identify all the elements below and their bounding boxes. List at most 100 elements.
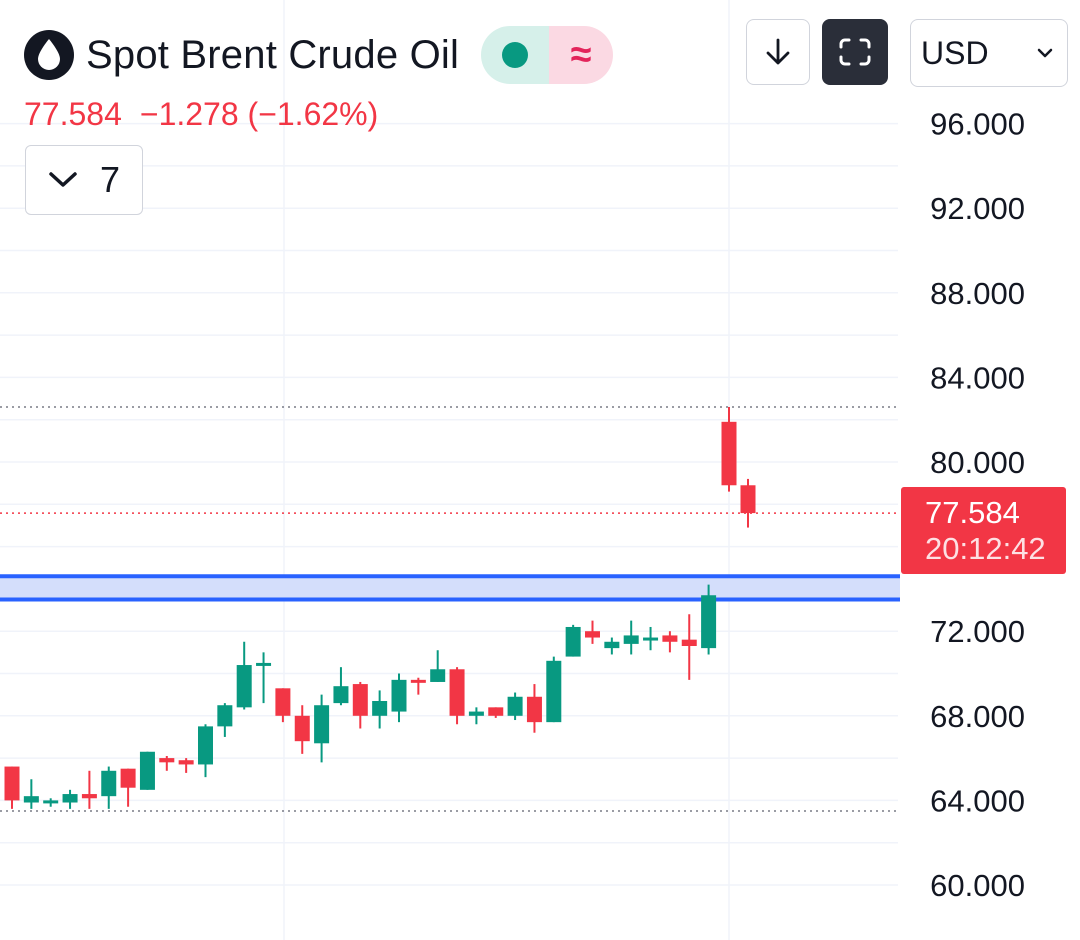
approximate-icon: ≈ bbox=[570, 33, 592, 76]
candle-body bbox=[391, 679, 407, 712]
candle-body bbox=[565, 626, 581, 657]
candles bbox=[4, 407, 756, 809]
candle bbox=[372, 690, 388, 729]
last-price-tag: 77.584 20:12:42 bbox=[901, 487, 1066, 574]
last-price-tag-value: 77.584 bbox=[925, 494, 1020, 530]
y-tick-label: 88.000 bbox=[930, 276, 1025, 311]
price-zone[interactable] bbox=[0, 574, 900, 602]
candle bbox=[275, 688, 291, 723]
candle-body bbox=[178, 760, 194, 765]
candle-body bbox=[468, 711, 484, 716]
candle-body bbox=[701, 595, 717, 649]
candle-body bbox=[604, 641, 620, 649]
y-tick-label: 68.000 bbox=[930, 699, 1025, 734]
y-tick-label: 64.000 bbox=[930, 783, 1025, 818]
candle bbox=[721, 407, 737, 492]
candle-body bbox=[643, 637, 659, 641]
candle bbox=[333, 667, 349, 706]
candle-body bbox=[352, 684, 368, 716]
price-summary: 77.584 −1.278 (−1.62%) bbox=[24, 96, 378, 133]
candle bbox=[623, 620, 639, 655]
candle-body bbox=[449, 669, 465, 716]
chevron-down-icon bbox=[49, 172, 77, 187]
symbol-title[interactable]: Spot Brent Crude Oil bbox=[86, 32, 460, 77]
candle-body bbox=[314, 705, 330, 744]
candle-body bbox=[333, 686, 349, 704]
candle-body bbox=[23, 796, 39, 803]
candle-body bbox=[546, 660, 562, 723]
candle bbox=[643, 626, 659, 651]
candle bbox=[294, 705, 310, 754]
candle-body bbox=[256, 662, 272, 666]
oil-drop-icon bbox=[24, 30, 74, 80]
candle bbox=[81, 770, 97, 809]
y-tick-label: 80.000 bbox=[930, 445, 1025, 480]
candle bbox=[740, 478, 756, 528]
candle-body bbox=[740, 485, 756, 514]
candle bbox=[198, 724, 213, 778]
candle-body bbox=[585, 631, 600, 638]
arrow-down-icon bbox=[766, 38, 790, 65]
last-price: 77.584 bbox=[24, 96, 122, 132]
candle-body bbox=[410, 679, 426, 683]
candle-body bbox=[488, 707, 504, 716]
candle-body bbox=[275, 688, 291, 716]
candle-body bbox=[101, 770, 117, 797]
candle-body bbox=[294, 715, 310, 742]
y-tick-label: 72.000 bbox=[930, 614, 1025, 649]
dotted-levels bbox=[0, 406, 898, 812]
candle bbox=[507, 692, 523, 721]
candle-body bbox=[372, 700, 388, 716]
interval-toggle[interactable]: 7 bbox=[25, 145, 143, 215]
candle-body bbox=[623, 635, 639, 644]
candle bbox=[662, 631, 678, 653]
candle-body bbox=[81, 794, 97, 799]
candle-body bbox=[430, 669, 446, 682]
candle bbox=[526, 684, 542, 733]
y-tick-label: 84.000 bbox=[930, 360, 1025, 395]
market-status-pill[interactable]: ≈ bbox=[481, 26, 614, 84]
candle-body bbox=[507, 696, 523, 716]
y-tick-label: 60.000 bbox=[930, 868, 1025, 903]
candle bbox=[4, 766, 20, 809]
candle-body bbox=[198, 726, 213, 765]
candle bbox=[701, 584, 717, 655]
candle-body bbox=[681, 639, 697, 647]
candle bbox=[217, 703, 233, 737]
candle bbox=[352, 681, 368, 729]
candle bbox=[256, 652, 272, 704]
chevron-down-icon bbox=[1037, 48, 1053, 58]
candle bbox=[449, 667, 465, 725]
candle-body bbox=[236, 665, 252, 708]
chart-grid bbox=[0, 0, 898, 940]
candle-body bbox=[139, 751, 155, 790]
candle bbox=[681, 614, 697, 680]
candle-body bbox=[4, 766, 20, 801]
symbol-header: Spot Brent Crude Oil ≈ bbox=[24, 26, 614, 84]
currency-select[interactable]: USD bbox=[910, 19, 1068, 87]
candle bbox=[410, 677, 426, 695]
fullscreen-button[interactable] bbox=[822, 19, 888, 85]
price-change-percent: (−1.62%) bbox=[247, 96, 379, 132]
candle bbox=[178, 758, 194, 773]
candle-body bbox=[662, 635, 678, 642]
y-tick-label: 92.000 bbox=[930, 191, 1025, 226]
candle bbox=[391, 673, 407, 723]
candle-body bbox=[217, 705, 233, 727]
candle bbox=[139, 751, 155, 790]
candle-body bbox=[62, 794, 78, 803]
candle-body bbox=[43, 800, 59, 804]
interval-value: 7 bbox=[99, 159, 121, 200]
market-open-dot-icon bbox=[502, 42, 529, 68]
candle bbox=[468, 707, 484, 725]
candle bbox=[159, 755, 175, 771]
candle bbox=[62, 789, 78, 809]
download-button[interactable] bbox=[746, 19, 810, 85]
currency-value: USD bbox=[921, 34, 989, 71]
candle bbox=[488, 707, 504, 718]
price-axis[interactable]: 96.000 92.000 88.000 84.000 80.000 72.000 68.0… bbox=[930, 107, 1025, 903]
candle bbox=[43, 798, 59, 807]
candle bbox=[23, 779, 39, 809]
candle bbox=[585, 620, 600, 644]
